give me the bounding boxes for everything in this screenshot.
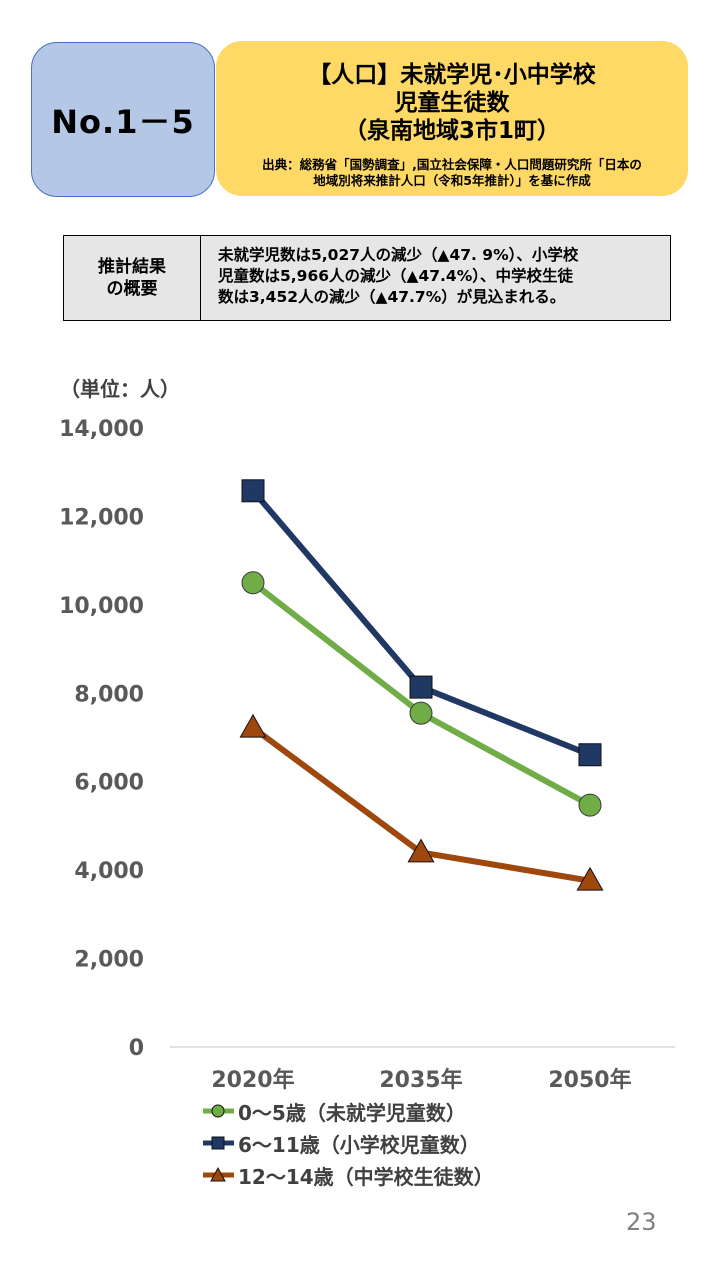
legend-label: 6～11歳（小学校児童数） <box>238 1132 480 1157</box>
y-tick-label: 8,000 <box>74 682 144 707</box>
legend-swatch <box>203 1136 234 1150</box>
data-point <box>578 793 602 817</box>
x-tick-label: 2050年 <box>548 1067 631 1093</box>
y-tick-label: 4,000 <box>74 859 144 884</box>
title-box: 【人口】未就学児･小中学校 児童生徒数 （泉南地域3市1町） 出典：総務省「国勢… <box>216 41 688 196</box>
legend-label: 0～5歳（未就学児童数） <box>238 1100 466 1125</box>
y-tick-label: 2,000 <box>74 948 144 973</box>
legend-swatch <box>203 1104 234 1118</box>
x-tick-label: 2020年 <box>211 1067 294 1093</box>
summary-table: 推計結果 の概要 未就学児数は5,027人の減少（▲47. 9%）、小学校 児童… <box>63 235 671 321</box>
chart-legend: 0～5歳（未就学児童数） 6～11歳（小学校児童数） 12～14歳（中学校生徒数） <box>200 1095 494 1191</box>
y-tick-label: 12,000 <box>59 505 144 530</box>
data-point <box>578 743 602 767</box>
legend-label: 12～14歳（中学校生徒数） <box>238 1164 494 1189</box>
y-tick-label: 14,000 <box>59 417 144 442</box>
y-tick-label: 10,000 <box>59 594 144 619</box>
data-point <box>241 479 265 503</box>
data-point <box>576 866 604 891</box>
data-point <box>409 701 433 725</box>
source-note: 出典：総務省「国勢調査」,国立社会保障・人口問題研究所「日本の 地域別将来推計人… <box>262 157 642 188</box>
y-tick-label: 0 <box>129 1036 144 1061</box>
page-number: 23 <box>626 1208 657 1236</box>
legend-item-0: 0～5歳（未就学児童数） <box>200 1095 494 1127</box>
y-tick-label: 6,000 <box>74 771 144 796</box>
slide-number-badge: No.1－5 <box>31 42 215 197</box>
legend-swatch <box>203 1166 234 1182</box>
summary-label: 推計結果 の概要 <box>64 236 201 320</box>
legend-item-1: 6～11歳（小学校児童数） <box>200 1127 494 1159</box>
data-point <box>409 675 433 699</box>
data-point <box>239 713 267 738</box>
line-chart: 0 2,000 4,000 6,000 8,000 10,000 12,000 14,000 2… <box>59 417 675 1093</box>
x-tick-label: 2035年 <box>379 1067 462 1093</box>
page-title: 【人口】未就学児･小中学校 児童生徒数 （泉南地域3市1町） <box>308 62 596 144</box>
data-point <box>407 838 435 863</box>
unit-label: （単位：人） <box>60 377 180 401</box>
legend-item-2: 12～14歳（中学校生徒数） <box>200 1159 494 1191</box>
summary-text: 未就学児数は5,027人の減少（▲47. 9%）、小学校 児童数は5,966人の… <box>218 246 579 306</box>
data-point <box>241 571 265 595</box>
